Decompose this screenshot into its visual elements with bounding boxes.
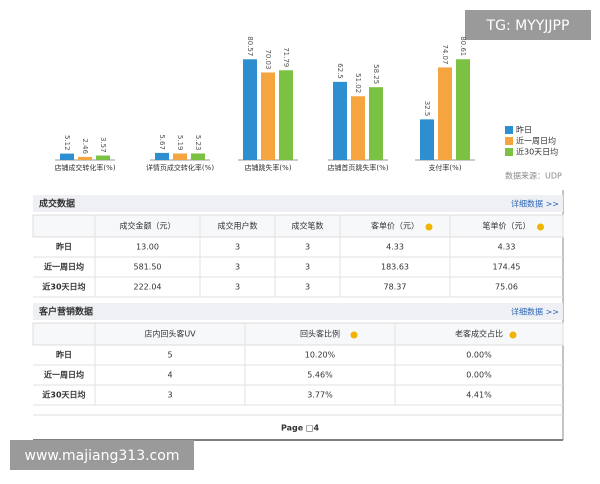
detail-link[interactable]: 详细数据 >> (511, 199, 559, 209)
bar (420, 119, 434, 160)
cell: 183.63 (381, 263, 409, 272)
cell: 13.00 (136, 243, 159, 252)
bar (155, 152, 169, 160)
page-number: Page □4 (281, 424, 320, 433)
value-label: 32.5 (423, 101, 431, 117)
cell: 10.20% (305, 351, 336, 360)
cell: 3.77% (307, 391, 333, 400)
cell: 5.46% (307, 371, 333, 380)
watermark-box (10, 440, 194, 470)
section-header (33, 195, 563, 212)
cell: 3 (305, 283, 310, 292)
help-icon (350, 331, 358, 339)
value-label: 51.02 (354, 73, 362, 93)
watermark-box (465, 10, 591, 40)
cell: 75.06 (495, 283, 518, 292)
cell: 78.37 (384, 283, 407, 292)
column-header: 成交用户数 (218, 221, 258, 231)
cell: 0.00% (466, 371, 492, 380)
watermark: TG: MYYJJPP (486, 18, 570, 34)
column-header: 客单价（元） (371, 221, 419, 231)
category-label: 详情页成交转化率(%) (146, 163, 214, 172)
row-label: 近30天日均 (42, 390, 85, 400)
value-label: 5.12 (63, 135, 71, 151)
bar (279, 70, 293, 160)
watermark: www.majiang313.com (25, 448, 180, 464)
bar (438, 67, 452, 160)
column-header: 老客成交占比 (455, 329, 503, 339)
cell: 4.33 (386, 243, 404, 252)
column-header: 笔单价（元） (483, 221, 531, 231)
bar (243, 59, 257, 160)
column-header: 回头客比例 (300, 329, 340, 339)
value-label: 58.25 (372, 64, 380, 84)
value-label: 5.23 (194, 135, 202, 151)
bar (173, 153, 187, 160)
header-row (32, 322, 564, 346)
legend-swatch (505, 148, 513, 156)
bar (333, 81, 347, 160)
cell: 3 (305, 243, 310, 252)
cell: 5 (167, 351, 172, 360)
value-label: 5.67 (158, 134, 166, 150)
row-label: 近30天日均 (42, 282, 85, 292)
header-row (32, 214, 564, 238)
legend-label: 昨日 (516, 125, 532, 135)
row-label: 昨日 (56, 350, 72, 360)
cell: 4 (167, 371, 172, 380)
value-label: 62.5 (336, 63, 344, 79)
value-label: 3.57 (99, 137, 107, 153)
legend-swatch (505, 137, 513, 145)
bar (261, 72, 275, 160)
cell: 0.00% (466, 351, 492, 360)
bar (191, 153, 205, 160)
cell: 3 (235, 263, 240, 272)
bar (456, 59, 470, 160)
cell: 222.04 (134, 283, 162, 292)
column-header: 店内回头客UV (144, 329, 196, 339)
column-header: 成交笔数 (292, 221, 324, 231)
section-title: 成交数据 (39, 198, 75, 210)
section-header (33, 303, 563, 320)
help-icon (509, 331, 517, 339)
bar (351, 96, 365, 160)
value-label: 80.57 (246, 36, 254, 56)
bar (96, 155, 110, 160)
category-label: 店铺成交转化率(%) (54, 163, 115, 172)
category-label: 店铺跳失率(%) (244, 163, 291, 172)
help-icon (425, 223, 433, 231)
legend-label: 近30天日均 (516, 147, 558, 157)
legend-label: 近一周日均 (516, 136, 556, 146)
cell: 3 (167, 391, 172, 400)
value-label: 71.79 (282, 47, 290, 67)
value-label: 2.46 (81, 138, 89, 154)
help-icon (537, 223, 544, 231)
category-label: 店铺首页跳失率(%) (327, 163, 388, 172)
value-label: 80.61 (459, 36, 467, 56)
value-label: 70.03 (264, 49, 272, 69)
cell: 174.45 (493, 263, 521, 272)
value-label: 5.19 (176, 135, 184, 151)
column-header: 成交金额（元） (120, 221, 176, 231)
cell: 4.41% (466, 391, 492, 400)
cell: 3 (235, 243, 240, 252)
category-label: 支付率(%) (428, 163, 461, 172)
section-title: 客户营销数据 (38, 306, 93, 318)
detail-link[interactable]: 详细数据 >> (511, 307, 559, 317)
bar (369, 87, 383, 160)
legend-swatch (505, 126, 513, 134)
cell: 3 (235, 283, 240, 292)
row-label: 近一周日均 (44, 262, 84, 272)
row-label: 昨日 (56, 242, 72, 252)
bar (60, 153, 74, 160)
bar (78, 156, 92, 160)
cell: 581.50 (134, 263, 162, 272)
value-label: 74.07 (441, 44, 449, 64)
cell: 4.33 (498, 243, 516, 252)
row-label: 近一周日均 (44, 370, 84, 380)
source-note: 数据来源：UDP (505, 171, 562, 181)
cell: 3 (305, 263, 310, 272)
